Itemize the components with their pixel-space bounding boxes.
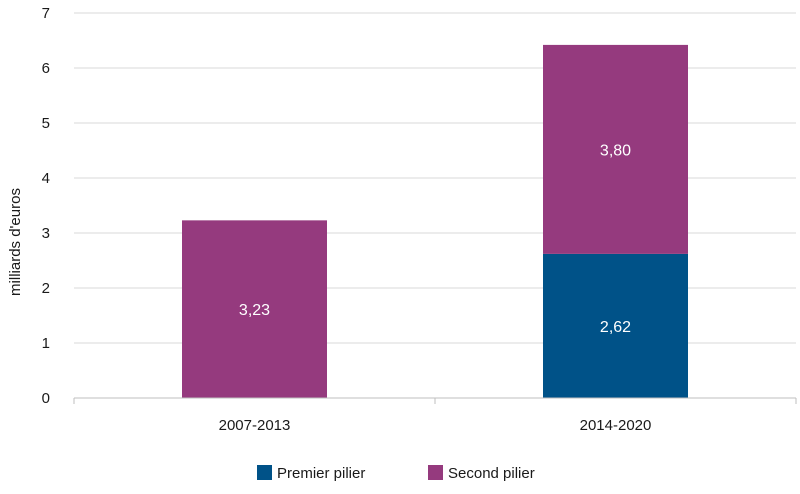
y-tick-label: 1	[42, 335, 50, 352]
y-tick-label: 7	[42, 5, 50, 22]
x-tick-label: 2007-2013	[219, 417, 291, 434]
bar-segment	[543, 253, 688, 398]
legend-label: Second pilier	[448, 465, 535, 482]
y-axis-label: milliards d'euros	[7, 188, 24, 296]
y-tick-label: 0	[42, 390, 50, 407]
x-axis: 2007-2013 2014-2020	[73, 397, 797, 434]
y-axis-ticks: 0 1 2 3 4 5 6 7	[42, 5, 50, 407]
legend-label: Premier pilier	[277, 465, 365, 482]
y-tick-label: 3	[42, 225, 50, 242]
y-tick-label: 5	[42, 115, 50, 132]
y-tick-label: 6	[42, 60, 50, 77]
y-tick-label: 2	[42, 280, 50, 297]
data-label: 3,80	[600, 142, 631, 159]
y-tick-label: 4	[42, 170, 50, 187]
legend-swatch	[428, 465, 443, 480]
legend-swatch	[257, 465, 272, 480]
bar-segment	[543, 44, 688, 254]
data-label: 3,23	[239, 302, 270, 319]
data-label: 2,62	[600, 319, 631, 336]
legend: Premier pilier Second pilier	[257, 465, 535, 482]
x-tick-label: 2014-2020	[580, 417, 652, 434]
bar-segment	[182, 220, 327, 398]
bars: 3,23 2,62 3,80	[182, 44, 688, 398]
